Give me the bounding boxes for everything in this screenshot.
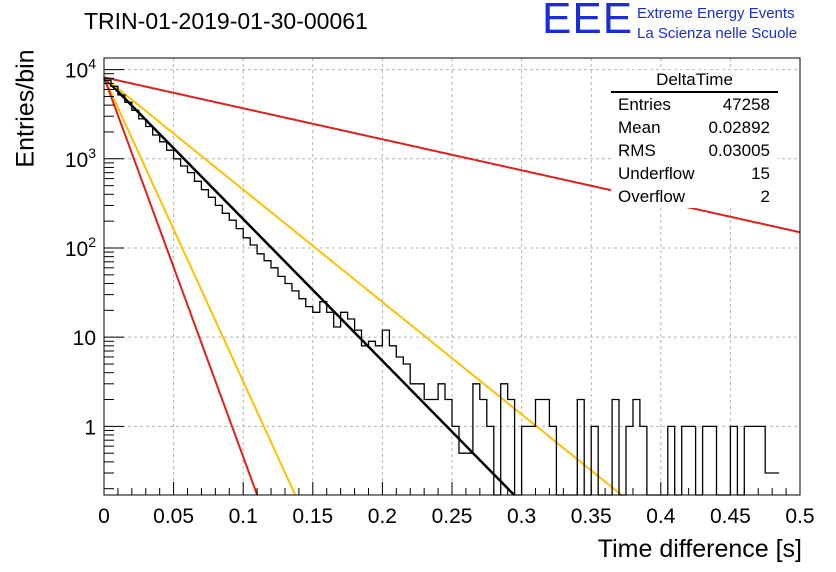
x-tick-label: 0.3 <box>507 505 536 528</box>
stats-label: Mean <box>618 118 661 137</box>
stats-label: Entries <box>618 95 671 114</box>
x-tick-label: 0.5 <box>785 505 814 528</box>
x-tick-label: 0.25 <box>432 505 473 528</box>
x-tick-label: 0.45 <box>710 505 751 528</box>
stats-row: Overflow 2 <box>618 187 770 207</box>
stats-label: Overflow <box>618 187 686 206</box>
eee-logo: EEE <box>542 0 634 43</box>
chart-title: TRIN-01-2019-01-30-00061 <box>84 8 368 34</box>
logo-line-2: La Scienza nelle Scuole <box>637 25 798 42</box>
x-tick-label: 0.4 <box>646 505 676 528</box>
histogram <box>104 79 780 496</box>
stats-row: RMS 0.03005 <box>618 141 770 161</box>
stats-label: RMS <box>618 141 656 160</box>
fit-curve <box>103 76 297 496</box>
y-axis-label: Entries/bin <box>11 49 40 168</box>
x-axis-label: Time difference [s] <box>597 535 802 563</box>
x-tick-label: 0 <box>98 505 110 528</box>
y-tick-label: 102 <box>65 234 96 261</box>
y-tick-label: 1 <box>84 416 96 439</box>
x-tick-label: 0.2 <box>368 505 397 528</box>
x-tick-label: 0.05 <box>153 505 194 528</box>
stats-row: Entries 47258 <box>618 95 770 115</box>
y-tick-label: 10 <box>73 327 96 350</box>
x-tick-label: 0.1 <box>229 505 258 528</box>
fit-curve <box>103 76 516 496</box>
y-tick-label: 104 <box>65 56 96 83</box>
stats-row: Mean 0.02892 <box>618 118 770 138</box>
stats-row: Underflow 15 <box>618 164 770 184</box>
fit-curve <box>103 76 259 496</box>
axis-ticks <box>103 69 801 495</box>
stats-title: DeltaTime <box>611 70 778 93</box>
logo-line-1: Extreme Energy Events <box>637 5 795 22</box>
stats-value: 47258 <box>722 95 770 114</box>
y-tick-label: 103 <box>65 145 96 172</box>
stats-value: 0.03005 <box>708 141 770 160</box>
stats-value: 0.02892 <box>708 118 770 137</box>
stats-box: DeltaTime Entries 47258 Mean 0.02892 RMS… <box>611 70 778 208</box>
x-tick-label: 0.15 <box>292 505 333 528</box>
tick-labels: 0 0.05 0.1 0.15 0.2 0.25 0.3 0.35 0.4 0.45 0.5 1 10 1… <box>65 56 815 528</box>
stats-label: Underflow <box>618 164 695 183</box>
stats-value: 2 <box>760 187 770 206</box>
x-tick-label: 0.35 <box>571 505 612 528</box>
stats-value: 15 <box>751 164 770 183</box>
